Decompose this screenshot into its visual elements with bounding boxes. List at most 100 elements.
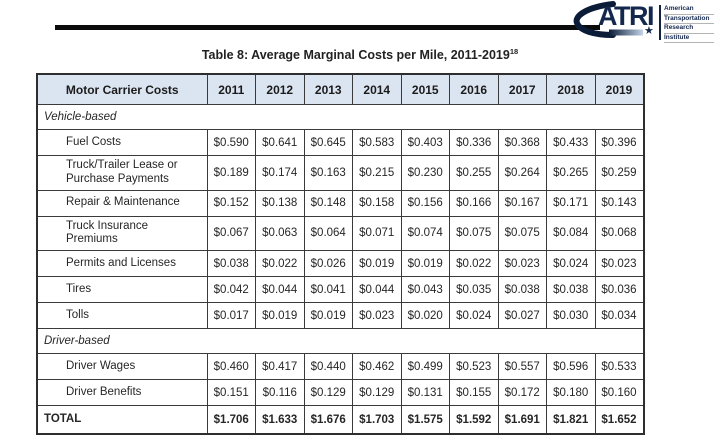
value-cell: $0.026 [303, 250, 353, 278]
value-cell: $0.155 [449, 379, 499, 407]
year-header-cell: 2015 [400, 73, 450, 105]
logo-org-line: Institute [664, 34, 714, 43]
value-cell: $0.035 [449, 276, 499, 304]
year-header-cell: 2019 [594, 73, 644, 105]
value-cell: $0.440 [303, 353, 353, 381]
value-cell: $0.143 [594, 189, 644, 217]
value-cell: $0.063 [255, 215, 305, 252]
value-cell: $0.433 [546, 129, 596, 156]
value-cell: $0.171 [546, 189, 596, 217]
row-label-cell: Permits and Licenses [36, 250, 208, 278]
value-cell: $0.462 [352, 353, 402, 381]
value-cell: $0.148 [303, 189, 353, 217]
value-cell: $1.821 [546, 405, 596, 435]
year-header-cell: 2016 [449, 73, 499, 105]
value-cell: $0.038 [546, 276, 596, 304]
value-cell: $0.131 [400, 379, 450, 407]
value-cell: $0.038 [206, 250, 256, 278]
value-cell: $0.417 [255, 353, 305, 381]
value-cell: $0.024 [449, 302, 499, 330]
value-cell: $0.116 [255, 379, 305, 407]
row-label-cell: Repair & Maintenance [36, 189, 208, 217]
value-cell: $0.156 [400, 189, 450, 217]
logo-acronym: ATRI [598, 1, 655, 31]
row-label-cell: Fuel Costs [36, 129, 208, 156]
value-cell: $0.019 [400, 250, 450, 278]
row-label-cell: Tires [36, 276, 208, 304]
value-cell: $0.067 [206, 215, 256, 252]
value-cell: $0.460 [206, 353, 256, 381]
value-cell: $1.676 [303, 405, 353, 435]
value-cell: $0.019 [255, 302, 305, 330]
value-cell: $0.129 [303, 379, 353, 407]
value-cell: $0.158 [352, 189, 402, 217]
value-cell: $0.042 [206, 276, 256, 304]
row-label-cell: Truck Insurance Premiums [36, 215, 208, 252]
header-label-cell: Motor Carrier Costs [36, 73, 208, 105]
table-header-row: Motor Carrier Costs 2011 2012 2013 2014 2015… [36, 73, 644, 105]
value-cell: $0.019 [352, 250, 402, 278]
logo-swoosh-icon [573, 1, 643, 38]
table-row: Permits and Licenses $0.038 $0.022 $0.026 $0… [36, 250, 644, 278]
value-cell: $0.230 [400, 155, 450, 191]
value-cell: $0.523 [449, 353, 499, 381]
value-cell: $1.575 [400, 405, 450, 435]
table-row: Tolls $0.017 $0.019 $0.019 $0.023 $0.020 $0.02… [36, 302, 644, 330]
value-cell: $0.075 [497, 215, 547, 252]
value-cell: $0.017 [206, 302, 256, 330]
row-label-cell: Tolls [36, 302, 208, 330]
value-cell: $0.044 [352, 276, 402, 304]
table-row: Fuel Costs $0.590 $0.641 $0.645 $0.583 $0.403… [36, 129, 644, 156]
value-cell: $0.041 [303, 276, 353, 304]
value-cell: $0.180 [546, 379, 596, 407]
value-cell: $0.265 [546, 155, 596, 191]
value-cell: $0.074 [400, 215, 450, 252]
table-row: Repair & Maintenance $0.152 $0.138 $0.148 $0… [36, 189, 644, 217]
value-cell: $0.034 [594, 302, 644, 330]
section-row: Vehicle-based [36, 104, 644, 130]
value-cell: $0.590 [206, 129, 256, 156]
value-cell: $0.030 [546, 302, 596, 330]
year-header-cell: 2012 [255, 73, 305, 105]
value-cell: $0.264 [497, 155, 547, 191]
value-cell: $0.403 [400, 129, 450, 156]
logo-org-name: American Transportation Research Institu… [664, 5, 714, 43]
section-label-cell: Driver-based [36, 328, 644, 355]
value-cell: $0.036 [594, 276, 644, 304]
table-row: Driver Benefits $0.151 $0.116 $0.129 $0.129 $… [36, 379, 644, 407]
year-header-cell: 2018 [546, 73, 596, 105]
table-title: Table 8: Average Marginal Costs per Mile… [202, 47, 518, 62]
year-header-cell: 2013 [303, 73, 353, 105]
value-cell: $0.174 [255, 155, 305, 191]
value-cell: $1.703 [352, 405, 402, 435]
row-label-cell: Truck/Trailer Lease or Purchase Payments [36, 155, 208, 191]
table-row: Truck/Trailer Lease or Purchase Payments… [36, 155, 644, 191]
value-cell: $0.043 [400, 276, 450, 304]
row-label-cell: TOTAL [36, 405, 208, 435]
value-cell: $0.071 [352, 215, 402, 252]
value-cell: $0.022 [449, 250, 499, 278]
value-cell: $0.024 [546, 250, 596, 278]
value-cell: $0.596 [546, 353, 596, 381]
value-cell: $0.189 [206, 155, 256, 191]
value-cell: $0.038 [497, 276, 547, 304]
value-cell: $0.641 [255, 129, 305, 156]
value-cell: $0.019 [303, 302, 353, 330]
value-cell: $0.151 [206, 379, 256, 407]
table-row: Driver Wages $0.460 $0.417 $0.440 $0.462 $0.4… [36, 353, 644, 381]
value-cell: $1.706 [206, 405, 256, 435]
value-cell: $0.172 [497, 379, 547, 407]
value-cell: $0.044 [255, 276, 305, 304]
total-row: TOTAL $1.706 $1.633 $1.676 $1.703 $1.575 $1.59… [36, 405, 644, 435]
value-cell: $0.396 [594, 129, 644, 156]
section-label-cell: Vehicle-based [36, 104, 644, 130]
value-cell: $0.023 [594, 250, 644, 278]
value-cell: $0.167 [497, 189, 547, 217]
value-cell: $0.336 [449, 129, 499, 156]
atri-logo: ATRI ★ American Transportation Research … [573, 1, 719, 43]
value-cell: $0.023 [352, 302, 402, 330]
value-cell: $0.160 [594, 379, 644, 407]
star-icon: ★ [644, 25, 654, 37]
table-row: Tires $0.042 $0.044 $0.041 $0.044 $0.043 $0.03… [36, 276, 644, 304]
